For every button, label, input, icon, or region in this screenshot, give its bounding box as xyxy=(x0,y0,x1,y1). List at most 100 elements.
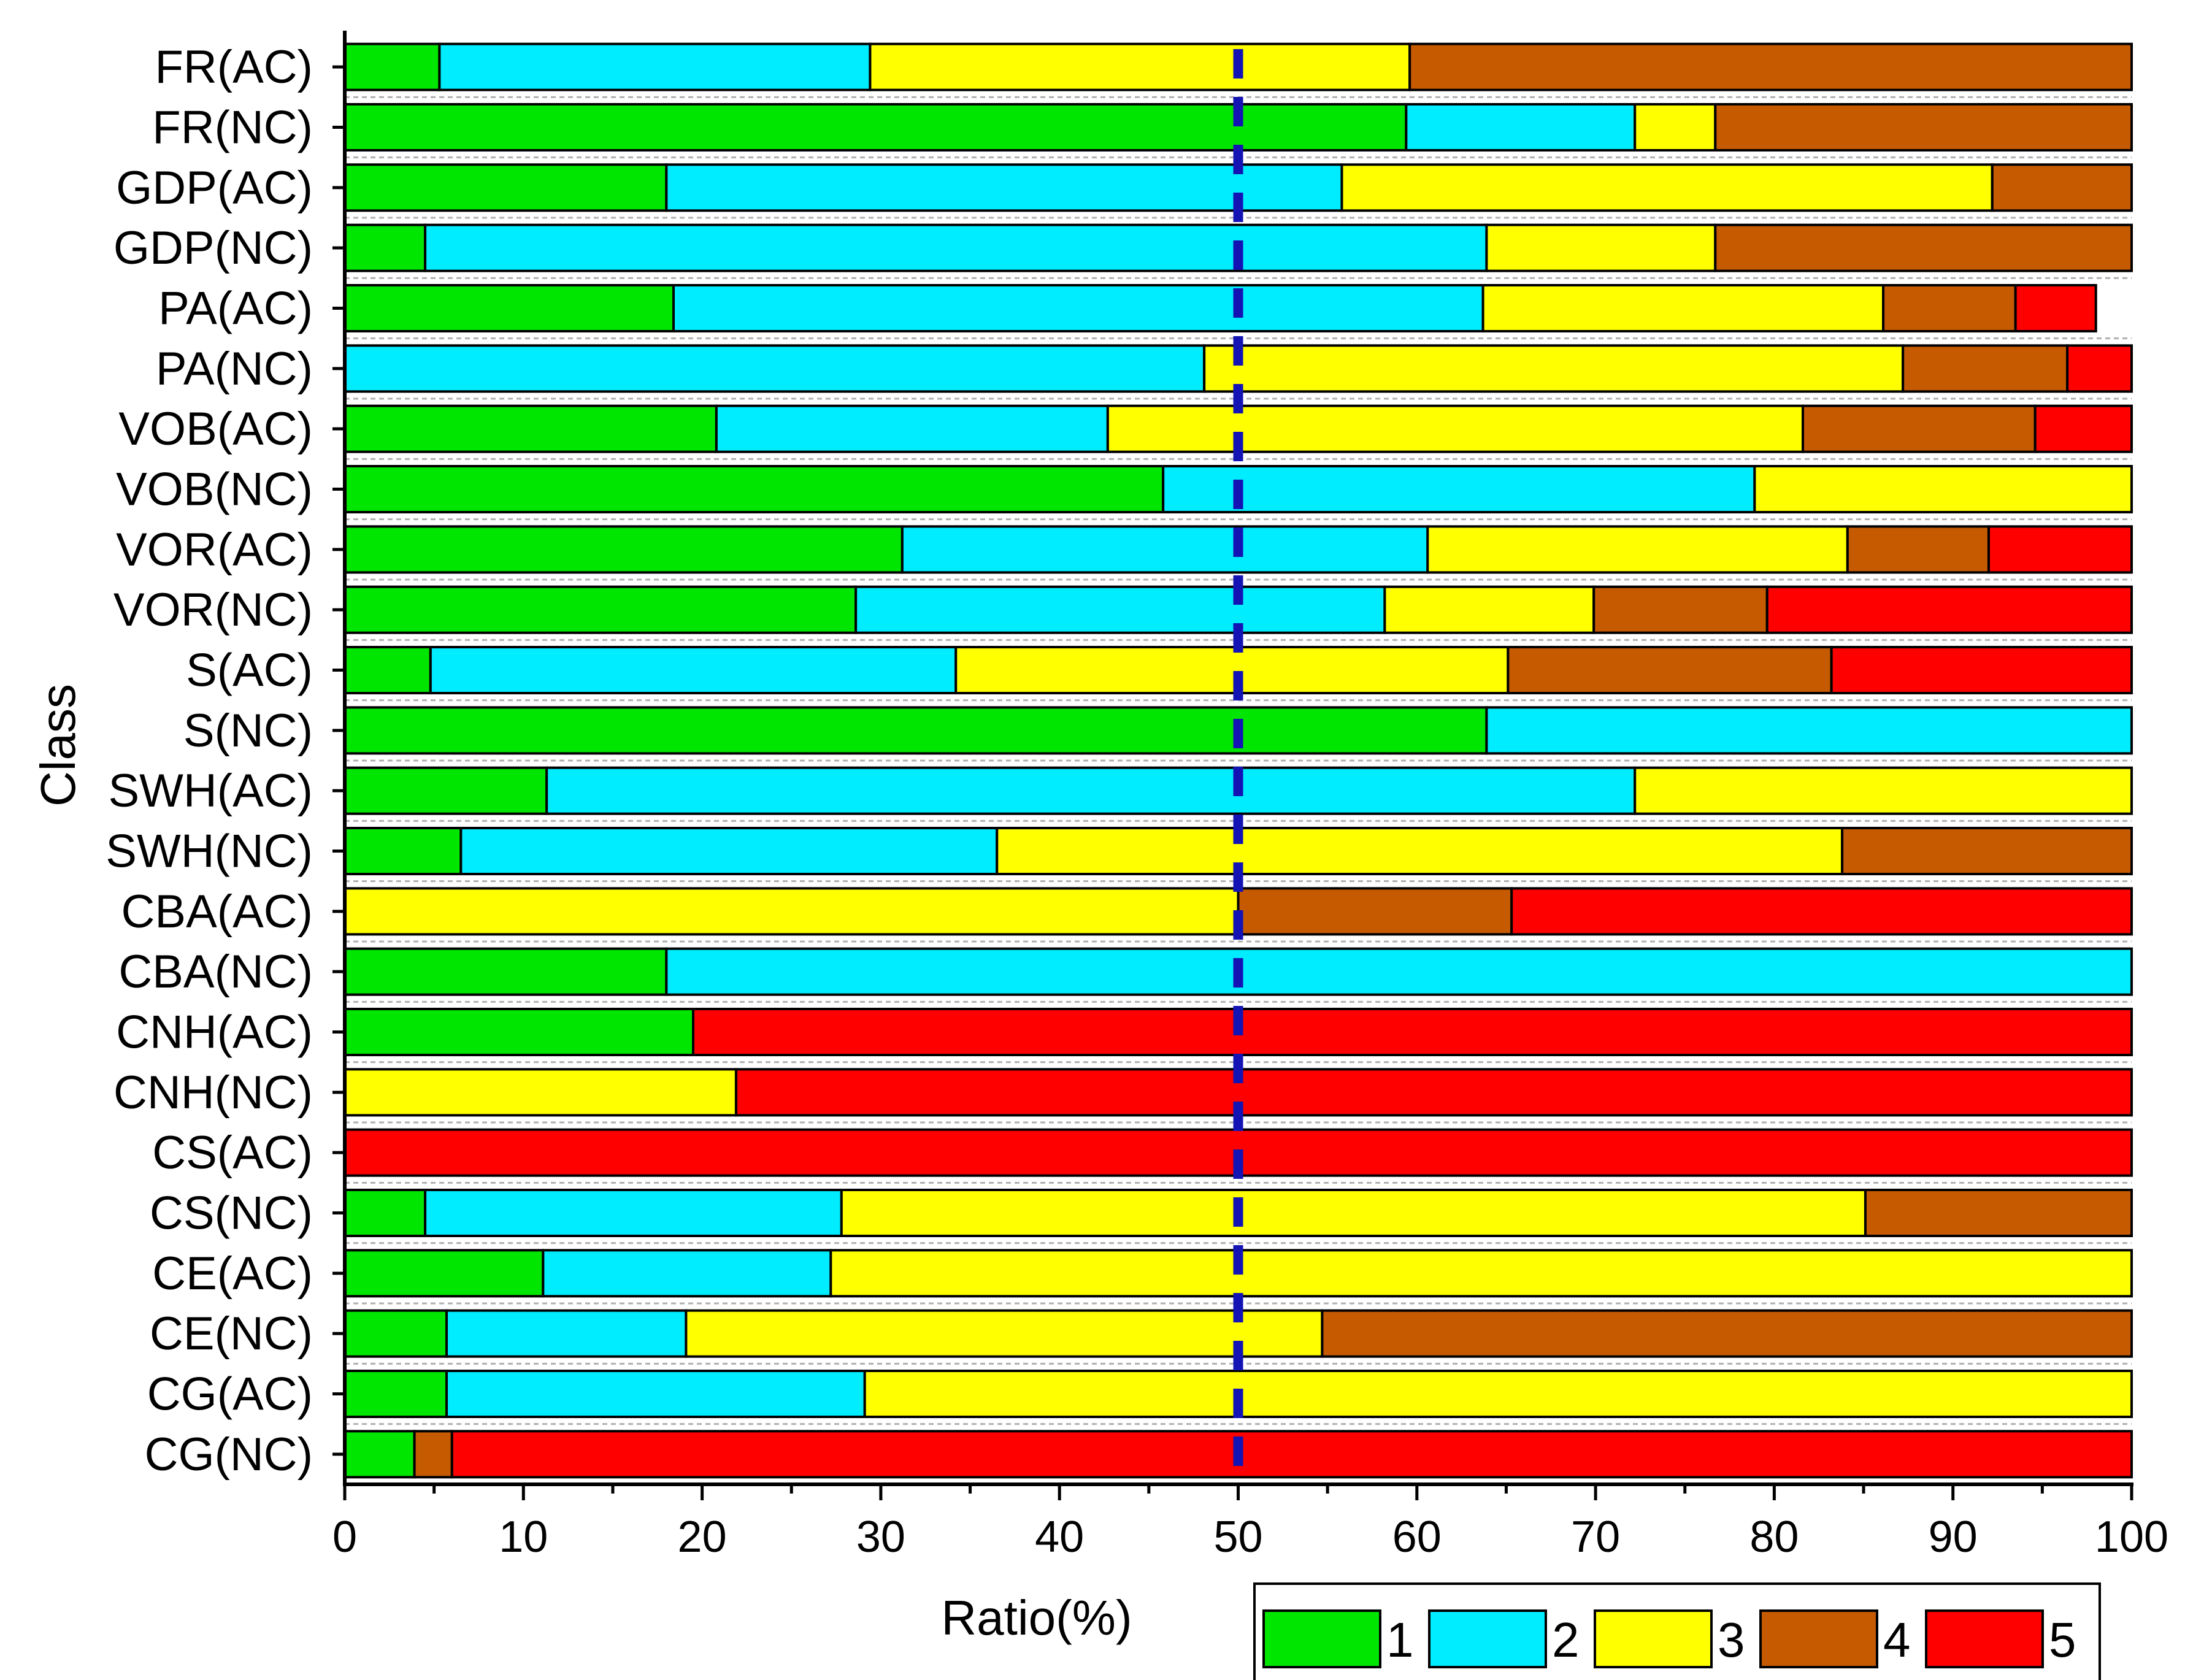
bar-segment-series-3 xyxy=(1340,163,1994,212)
x-tick-label: 90 xyxy=(1929,1513,1978,1562)
y-tick-label: VOB(NC) xyxy=(116,464,313,516)
bar-segment-series-2 xyxy=(1162,465,1756,513)
legend: 1 2 3 4 5 xyxy=(1253,1582,2101,1680)
bar-segment-series-3 xyxy=(1383,585,1596,634)
bar-segment-series-4 xyxy=(1592,585,1768,634)
bar-segment-series-3 xyxy=(1485,223,1717,272)
bar-segment-series-2 xyxy=(438,42,872,91)
legend-label: 1 xyxy=(1386,1613,1414,1667)
y-tick-label: CE(AC) xyxy=(152,1248,313,1300)
bar-segment-series-3 xyxy=(1106,404,1805,453)
legend-label: 2 xyxy=(1552,1613,1580,1667)
bar-segment-series-3 xyxy=(869,42,1411,91)
bar-segment-series-1 xyxy=(344,1309,448,1358)
y-tick-label: SWH(NC) xyxy=(106,826,313,878)
bar-segment-series-2 xyxy=(542,1249,832,1298)
y-tick-label: CNH(NC) xyxy=(113,1067,313,1119)
bar-segment-series-1 xyxy=(344,585,858,634)
x-tick-label: 60 xyxy=(1392,1513,1442,1562)
x-tick-label: 50 xyxy=(1213,1513,1262,1562)
legend-label: 3 xyxy=(1718,1613,1745,1667)
bar-segment-series-4 xyxy=(1882,284,2017,332)
bar-segment-series-4 xyxy=(1237,887,1513,936)
bar-segment-series-1 xyxy=(344,827,463,875)
bar-segment-series-4 xyxy=(1864,1189,2133,1237)
bar-segment-series-2 xyxy=(459,827,999,875)
bar-segment-series-2 xyxy=(429,646,958,694)
y-tick-label: GDP(AC) xyxy=(116,162,313,214)
x-tick-label: 20 xyxy=(678,1513,727,1562)
y-tick-label: SWH(AC) xyxy=(108,765,313,817)
bar-segment-series-3 xyxy=(829,1249,2133,1298)
bar-segment-series-3 xyxy=(1634,103,1717,152)
bar-segment-series-3 xyxy=(863,1370,2133,1418)
legend-label: 5 xyxy=(2049,1613,2076,1667)
bar-segment-series-2 xyxy=(344,344,1206,393)
bar-segment-series-2 xyxy=(424,223,1488,272)
bar-segment-series-5 xyxy=(450,1430,2133,1479)
bar-segment-series-2 xyxy=(854,585,1386,634)
bar-segment-series-5 xyxy=(1987,525,2133,574)
bar-segment-series-2 xyxy=(665,163,1343,212)
y-tick-label: PA(NC) xyxy=(156,343,313,395)
y-tick-label: VOB(AC) xyxy=(118,403,313,455)
y-tick-label: FR(AC) xyxy=(155,41,313,93)
bar-segment-series-4 xyxy=(1846,525,1990,574)
x-axis-title: Ratio(%) xyxy=(941,1590,1132,1645)
x-tick-label: 0 xyxy=(332,1513,357,1562)
y-tick-label: GDP(NC) xyxy=(113,222,313,274)
bar-segment-series-2 xyxy=(900,525,1429,574)
bar-segment-series-3 xyxy=(840,1189,1867,1237)
legend-swatch-series-4 xyxy=(1759,1609,1878,1668)
bar-segment-series-1 xyxy=(344,1249,545,1298)
bar-segment-series-5 xyxy=(2033,404,2133,453)
bar-segment-series-1 xyxy=(344,1008,695,1056)
bar-segment-series-4 xyxy=(413,1430,453,1479)
x-tick-label: 70 xyxy=(1571,1513,1620,1562)
bar-segment-series-4 xyxy=(1991,163,2133,212)
bar-segment-series-4 xyxy=(1802,404,2037,453)
y-tick-label: CS(NC) xyxy=(150,1187,313,1240)
bar-segment-series-4 xyxy=(1902,344,2069,393)
legend-swatch-series-1 xyxy=(1262,1609,1381,1668)
bar-segment-series-3 xyxy=(954,646,1510,694)
bar-segment-series-5 xyxy=(1830,646,2133,694)
y-tick-label: S(NC) xyxy=(183,705,313,757)
y-tick-label: CBA(AC) xyxy=(121,886,313,938)
y-tick-label: CNH(AC) xyxy=(116,1007,313,1059)
x-tick-label: 40 xyxy=(1035,1513,1084,1562)
bar-segment-series-5 xyxy=(2014,284,2097,332)
bar-segment-series-4 xyxy=(1507,646,1833,694)
y-axis-title: Class xyxy=(31,684,85,807)
bar-segment-series-2 xyxy=(545,766,1637,815)
bar-segment-series-5 xyxy=(1765,585,2133,634)
axes: FR(AC) FR(NC) GDP(AC) GDP(NC) PA(AC) PA(NC) VO… xyxy=(106,31,2168,1562)
bar-segment-series-2 xyxy=(1405,103,1637,152)
y-tick-label: PA(AC) xyxy=(158,283,313,335)
bar-segment-series-3 xyxy=(1426,525,1849,574)
x-tick-label: 30 xyxy=(856,1513,905,1562)
bar-segment-series-1 xyxy=(344,103,1408,152)
bar-segment-series-3 xyxy=(1203,344,1905,393)
bar-segment-series-1 xyxy=(344,42,441,91)
y-tick-label: S(AC) xyxy=(186,645,313,697)
plot-area xyxy=(344,42,2133,1481)
bar-segment-series-4 xyxy=(1841,827,2133,875)
y-tick-label: CG(NC) xyxy=(145,1429,313,1481)
y-tick-label: VOR(AC) xyxy=(116,524,313,576)
bar-segment-series-1 xyxy=(344,947,668,996)
bar-segment-series-5 xyxy=(2066,344,2133,393)
bar-segment-series-3 xyxy=(685,1309,1324,1358)
x-tick-label: 10 xyxy=(499,1513,548,1562)
bar-segment-series-4 xyxy=(1408,42,2133,91)
bar-segment-series-1 xyxy=(344,465,1165,513)
y-tick-label: CE(NC) xyxy=(150,1308,313,1360)
bar-segment-series-1 xyxy=(344,1370,448,1418)
bar-segment-series-1 xyxy=(344,284,675,332)
bar-segment-series-2 xyxy=(445,1309,688,1358)
bar-segment-series-1 xyxy=(344,706,1488,755)
bar-segment-series-2 xyxy=(715,404,1109,453)
legend-swatch-series-2 xyxy=(1428,1609,1547,1668)
bar-segment-series-4 xyxy=(1714,103,2133,152)
